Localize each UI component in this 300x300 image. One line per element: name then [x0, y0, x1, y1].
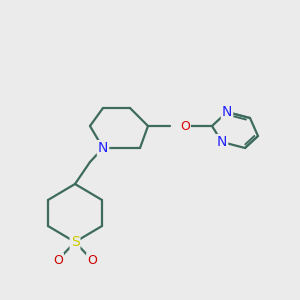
Text: N: N	[98, 141, 108, 155]
Text: O: O	[53, 254, 63, 266]
Text: O: O	[87, 254, 97, 266]
Text: O: O	[180, 119, 190, 133]
Text: N: N	[222, 105, 232, 119]
Text: N: N	[217, 135, 227, 149]
Text: S: S	[70, 235, 80, 249]
